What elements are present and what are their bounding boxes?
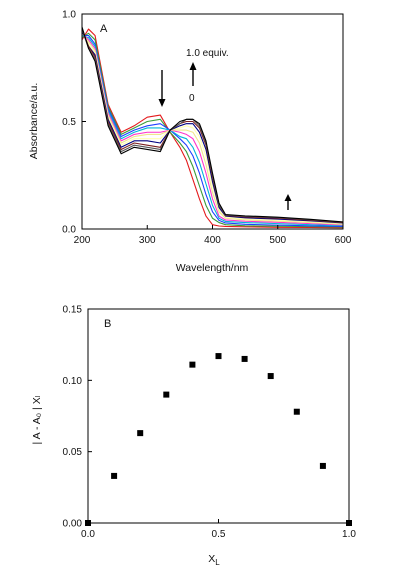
x-axis-label-b-main: X bbox=[208, 553, 215, 565]
job-plot-points bbox=[85, 353, 352, 526]
x-tick-label-a: 600 bbox=[335, 235, 352, 246]
data-point bbox=[241, 355, 248, 362]
spectrum-line-8 bbox=[81, 30, 344, 224]
x-axis-label-a: Wavelength/nm bbox=[176, 262, 249, 274]
y-axis-ticks-b: 0.00 0.05 0.10 0.15 bbox=[63, 305, 92, 530]
y-axis-ticks-a: 0.0 0.5 1.0 bbox=[62, 10, 86, 236]
spectrum-line-11 bbox=[81, 26, 344, 223]
data-point bbox=[293, 408, 300, 415]
x-tick-label-a: 500 bbox=[269, 235, 286, 246]
y-tick-label-b: 0.15 bbox=[63, 305, 83, 316]
y-axis-label-b: | A - A₀ | Xₗ bbox=[31, 395, 43, 444]
spectrum-line-9 bbox=[81, 28, 344, 224]
y-tick-label-b: 0.05 bbox=[63, 447, 83, 458]
annotation-0: 0 bbox=[189, 93, 195, 104]
x-axis-label-b-subscript: L bbox=[215, 558, 220, 567]
spectrum-line-1 bbox=[81, 28, 344, 229]
x-axis-label-b: XL bbox=[208, 553, 220, 567]
data-point bbox=[319, 462, 326, 469]
data-point bbox=[163, 391, 170, 398]
x-tick-label-b: 0.5 bbox=[212, 529, 226, 540]
spectrum-line-3 bbox=[82, 34, 344, 227]
panel-label-b: B bbox=[104, 318, 111, 330]
spectrum-line-4 bbox=[81, 34, 344, 227]
data-point bbox=[267, 373, 274, 380]
x-axis-ticks-b: 0.0 0.5 1.0 bbox=[81, 519, 356, 540]
y-tick-label-a: 0.5 bbox=[62, 117, 76, 128]
y-tick-label-b: 0.10 bbox=[63, 376, 83, 387]
x-axis-ticks-a: 200 300 400 500 600 bbox=[74, 225, 352, 246]
spectrum-line-2 bbox=[81, 32, 344, 228]
data-point bbox=[189, 361, 196, 368]
spectrum-line-7 bbox=[81, 30, 344, 225]
up-arrow-510nm bbox=[284, 194, 292, 210]
data-point bbox=[111, 472, 118, 479]
y-tick-label-a: 0.0 bbox=[62, 225, 76, 236]
x-tick-label-a: 200 bbox=[74, 235, 91, 246]
x-tick-label-b: 1.0 bbox=[342, 529, 356, 540]
spectrum-line-6 bbox=[81, 33, 344, 225]
x-tick-label-a: 300 bbox=[139, 235, 156, 246]
annotation-1-0-equiv: 1.0 equiv. bbox=[186, 48, 229, 59]
y-tick-label-a: 1.0 bbox=[62, 10, 76, 21]
plot-frame-b bbox=[87, 308, 350, 524]
up-arrow-370nm bbox=[189, 62, 197, 86]
x-tick-label-b: 0.0 bbox=[81, 529, 95, 540]
data-point bbox=[215, 353, 222, 360]
spectra-curves bbox=[81, 26, 344, 229]
spectrum-line-5 bbox=[81, 32, 344, 226]
y-tick-label-b: 0.00 bbox=[63, 519, 83, 530]
panel-label-a: A bbox=[100, 23, 108, 35]
panel-b-job-plot: 0.0 0.5 1.0 0.00 0.05 0.10 0.15 B XL | A - A₀… bbox=[31, 305, 356, 568]
down-arrow-320nm bbox=[158, 70, 166, 107]
panel-a-uv-vis-spectra: 200 300 400 500 600 0.0 0.5 1.0 A Wavelength/n… bbox=[28, 10, 352, 275]
data-point bbox=[137, 430, 144, 437]
y-axis-label-a: Absorbance/a.u. bbox=[28, 83, 40, 159]
x-tick-label-a: 400 bbox=[204, 235, 221, 246]
